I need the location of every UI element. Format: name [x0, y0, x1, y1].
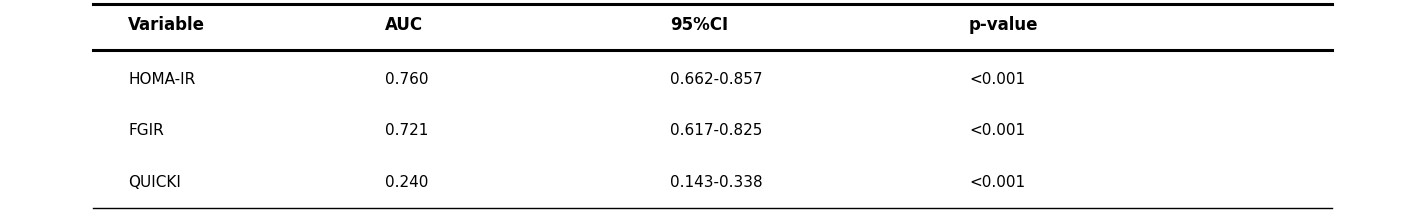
- Text: FGIR: FGIR: [128, 123, 164, 138]
- Text: 0.240: 0.240: [385, 175, 427, 190]
- Text: <0.001: <0.001: [969, 72, 1025, 87]
- Text: HOMA-IR: HOMA-IR: [128, 72, 195, 87]
- Text: QUICKI: QUICKI: [128, 175, 181, 190]
- Text: p-value: p-value: [969, 16, 1039, 34]
- Text: 0.143-0.338: 0.143-0.338: [670, 175, 762, 190]
- Text: 0.721: 0.721: [385, 123, 427, 138]
- Text: 0.760: 0.760: [385, 72, 429, 87]
- Text: 95%CI: 95%CI: [670, 16, 728, 34]
- Text: Variable: Variable: [128, 16, 205, 34]
- Text: <0.001: <0.001: [969, 123, 1025, 138]
- Text: 0.662-0.857: 0.662-0.857: [670, 72, 762, 87]
- Text: AUC: AUC: [385, 16, 423, 34]
- Text: <0.001: <0.001: [969, 175, 1025, 190]
- Text: 0.617-0.825: 0.617-0.825: [670, 123, 762, 138]
